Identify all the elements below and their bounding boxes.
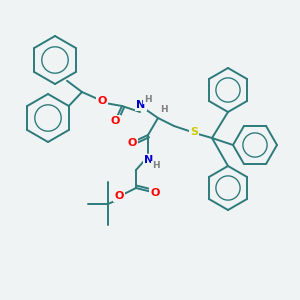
Text: O: O — [127, 138, 137, 148]
Text: O: O — [110, 116, 120, 126]
Text: H: H — [160, 106, 168, 115]
Text: H: H — [152, 161, 160, 170]
Text: O: O — [150, 188, 160, 198]
Text: N: N — [144, 155, 154, 165]
Text: H: H — [144, 94, 152, 103]
Text: O: O — [97, 96, 107, 106]
Text: S: S — [190, 127, 198, 137]
Text: N: N — [136, 100, 146, 110]
Text: O: O — [114, 191, 124, 201]
